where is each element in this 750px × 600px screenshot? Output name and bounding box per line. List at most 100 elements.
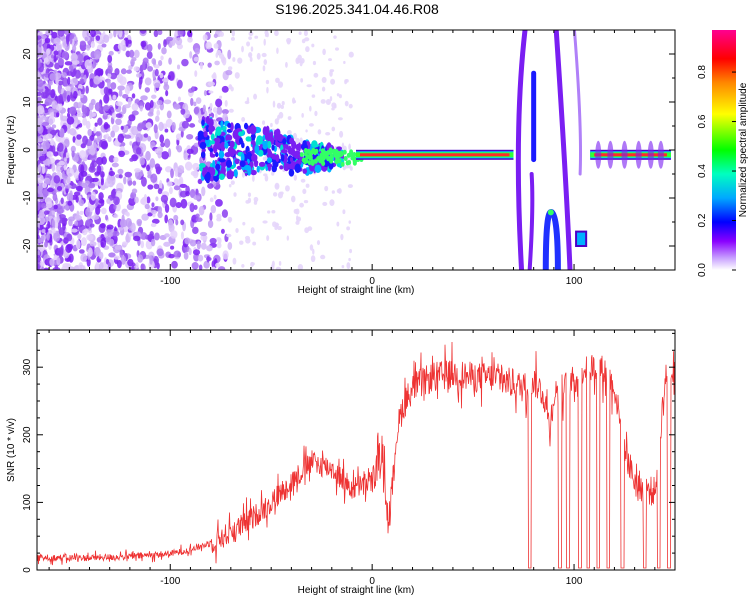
colorbar-tick-label: 0.4 xyxy=(697,164,708,178)
spectrogram-noise-blob xyxy=(173,214,179,221)
spectrogram-noise-blob xyxy=(157,188,163,195)
spectrogram-noise-blob xyxy=(209,102,213,110)
spectrogram-noise-blob xyxy=(75,195,79,203)
spectrogram-noise-blob xyxy=(53,204,58,210)
spectrogram-noise-blob xyxy=(122,93,129,99)
spectrogram-noise-blob xyxy=(109,72,118,80)
spectrogram-noise-blob xyxy=(76,112,83,117)
spectrogram-noise-blob xyxy=(272,192,278,197)
spectrogram-signal-blob xyxy=(342,149,347,155)
spectrogram-noise-blob xyxy=(228,183,232,188)
spectrogram-signal-blob xyxy=(346,152,351,158)
spectrogram-noise-blob xyxy=(309,105,312,112)
spectrogram-signal-blob xyxy=(289,137,295,145)
spectrogram-noise-blob xyxy=(113,156,119,163)
spectrogram-signal-blob xyxy=(251,136,255,142)
spectrogram-noise-blob xyxy=(63,164,67,171)
spectrogram-signal-blob xyxy=(220,141,226,152)
colorbar-tick-label: 0.2 xyxy=(697,213,708,227)
spectrogram-noise-blob xyxy=(74,214,82,221)
spectrogram-noise-blob xyxy=(39,34,47,40)
spectrogram-noise-blob xyxy=(262,65,266,72)
spectrogram-noise-blob xyxy=(135,262,139,269)
spectrogram-noise-blob xyxy=(130,59,135,66)
spectrogram-signal-blob xyxy=(250,140,256,145)
spectrogram-noise-blob xyxy=(56,207,64,215)
spectrogram-noise-blob xyxy=(156,99,163,106)
spectrogram-noise-blob xyxy=(124,85,131,95)
spectrogram-noise-blob xyxy=(180,198,188,209)
spectrogram-signal-blob xyxy=(210,140,216,145)
spectrogram-noise-blob xyxy=(337,117,343,121)
spectrogram-noise-blob xyxy=(112,230,120,237)
spectrogram-noise-blob xyxy=(262,156,268,161)
spectrogram-noise-blob xyxy=(70,145,76,153)
tone-bump xyxy=(647,140,654,169)
spectrogram-noise-blob xyxy=(78,171,84,182)
spectrogram-noise-blob xyxy=(221,209,228,218)
spectrogram-noise-blob xyxy=(308,123,314,127)
snr-axes: -100 0 100 0 100 200 300 xyxy=(22,330,676,587)
spectrogram-noise-blob xyxy=(183,152,188,161)
spectrogram-noise-blob xyxy=(137,122,146,129)
spectrogram-signal-blob xyxy=(200,151,206,159)
spectrogram-signal-blob xyxy=(347,159,352,165)
spectrogram-noise-blob xyxy=(89,30,96,38)
spectrogram-noise-blob xyxy=(265,32,269,38)
spectrogram-noise-blob xyxy=(64,30,70,35)
spectrogram-noise-blob xyxy=(186,148,194,155)
spectrogram-signal-blob xyxy=(241,142,245,149)
spectrogram-noise-blob xyxy=(146,196,151,204)
spectrogram-noise-blob xyxy=(215,262,221,268)
snr-background xyxy=(37,330,675,570)
spectrogram-noise-blob xyxy=(54,72,62,80)
spectrogram-noise-blob xyxy=(197,254,204,262)
spectrogram-noise-blob xyxy=(171,260,178,269)
spectrogram-noise-blob xyxy=(93,138,101,143)
spectrogram-noise-blob xyxy=(75,154,79,163)
spectrogram-noise-blob xyxy=(90,40,95,48)
spectrogram-noise-blob xyxy=(159,134,165,144)
spectrogram-signal-blob xyxy=(299,152,304,158)
spectrogram-noise-blob xyxy=(49,258,55,267)
spectrogram-noise-blob xyxy=(117,85,126,91)
spectrogram-noise-blob xyxy=(95,206,101,215)
spectrogram-noise-blob xyxy=(338,94,342,99)
spectrogram-signal-blob xyxy=(336,150,341,156)
spectrogram-noise-blob xyxy=(212,107,218,113)
spectrogram-noise-blob xyxy=(265,79,270,85)
spectrogram-noise-blob xyxy=(78,262,84,270)
spectrogram-noise-blob xyxy=(286,235,290,241)
spectrogram-noise-blob xyxy=(78,249,85,254)
spectrogram-noise-blob xyxy=(241,263,245,268)
spectrogram-noise-blob xyxy=(37,71,41,79)
spectrogram-noise-blob xyxy=(103,86,110,95)
spectrogram-noise-blob xyxy=(266,235,270,242)
spectrogram-noise-blob xyxy=(115,118,122,126)
spectrogram-noise-blob xyxy=(312,60,317,66)
spectrogram-noise-blob xyxy=(192,226,199,235)
spectrogram-noise-blob xyxy=(97,117,103,126)
spectrogram-noise-blob xyxy=(194,70,198,78)
spectrogram-noise-blob xyxy=(292,132,298,140)
spectrogram-noise-blob xyxy=(111,112,117,119)
spectrogram-noise-blob xyxy=(93,75,101,85)
spectrogram-noise-blob xyxy=(147,111,154,117)
spectrogram-noise-blob xyxy=(296,215,299,222)
spectrogram-signal-blob xyxy=(208,130,213,135)
spectrogram-signal-blob xyxy=(245,136,252,142)
spectrogram-noise-blob xyxy=(250,227,255,234)
spectrogram-signal-blob xyxy=(226,170,232,180)
spectrogram-noise-blob xyxy=(145,164,151,172)
spectrogram-signal-blob xyxy=(321,155,326,161)
spectrogram-arc xyxy=(515,30,528,270)
spectrogram-noise-blob xyxy=(349,248,353,254)
spectrogram-noise-blob xyxy=(37,137,44,143)
spectrogram-noise-blob xyxy=(333,35,337,39)
spectrogram-noise-blob xyxy=(147,135,152,142)
spectrogram-noise-blob xyxy=(222,250,229,260)
spectrogram-noise-blob xyxy=(275,266,282,270)
spectrogram-noise-blob xyxy=(128,114,136,122)
